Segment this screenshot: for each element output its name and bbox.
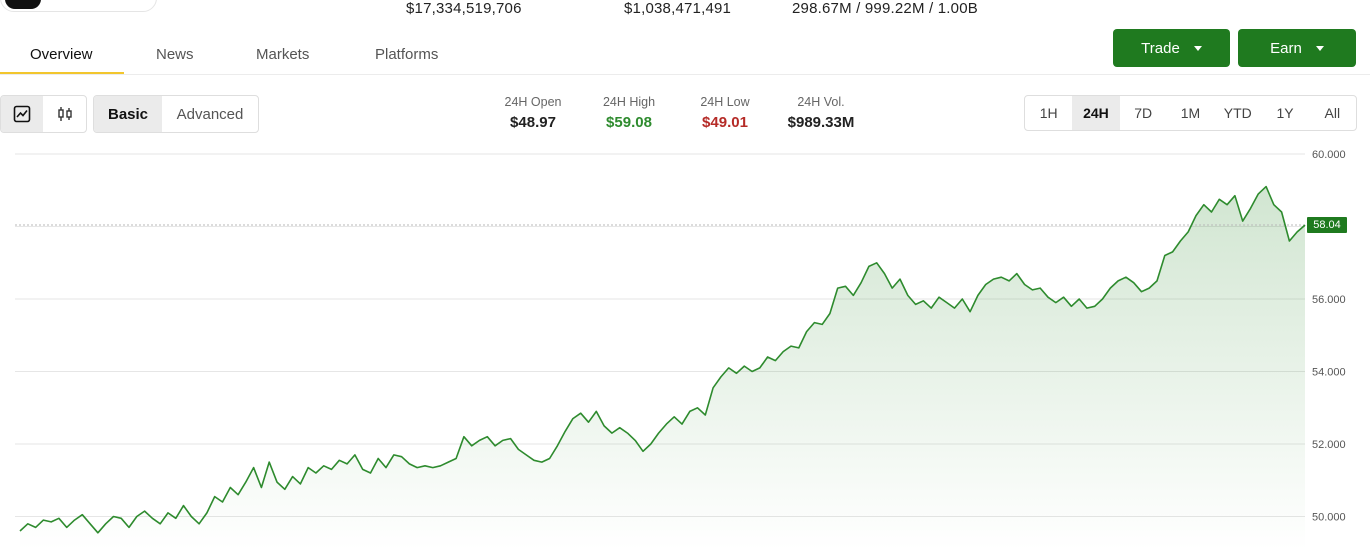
chart-type-toggle (0, 95, 87, 133)
range-7d-button[interactable]: 7D (1134, 105, 1153, 121)
earn-button[interactable]: Earn (1238, 29, 1356, 67)
trade-button[interactable]: Trade (1113, 29, 1230, 67)
range-1m-button[interactable]: 1M (1180, 105, 1201, 121)
tab-news[interactable]: News (156, 46, 194, 63)
y-tick-label: 52.000 (1312, 439, 1346, 451)
tabs-divider (0, 74, 1370, 75)
asset-logo-chip (0, 0, 157, 12)
stat-24h-high: 24H High $59.08 (590, 95, 668, 131)
volume-value: $1,038,471,491 (624, 0, 732, 17)
line-chart-icon[interactable] (1, 96, 43, 132)
earn-button-label: Earn (1270, 39, 1302, 57)
tab-markets[interactable]: Markets (256, 46, 310, 63)
current-price-tag: 58.04 (1307, 217, 1347, 233)
y-tick-label: 60.000 (1312, 149, 1346, 161)
price-line (19, 185, 1306, 534)
range-all-button[interactable]: All (1324, 105, 1341, 121)
stat-label: 24H Open (504, 95, 562, 109)
trade-button-label: Trade (1141, 39, 1180, 57)
range-ytd-button[interactable]: YTD (1223, 105, 1252, 121)
price-area-fill (20, 186, 1305, 550)
y-tick-label: 56.000 (1312, 294, 1346, 306)
stat-24h-open: 24H Open $48.97 (494, 95, 572, 131)
candlestick-icon[interactable] (43, 96, 86, 132)
market-cap-value: $17,334,519,706 (406, 0, 522, 17)
y-tick-label: 50.000 (1312, 512, 1346, 524)
mode-advanced-button[interactable]: Advanced (176, 105, 244, 123)
active-tab-underline (0, 72, 124, 74)
range-1h-button[interactable]: 1H (1039, 105, 1058, 121)
stat-24h-volume: 24H Vol. $989.33M (776, 95, 866, 131)
stat-value: $59.08 (606, 114, 652, 131)
time-range-selector: 1H 24H 7D 1M YTD 1Y All (1024, 95, 1357, 131)
stat-value: $989.33M (787, 114, 855, 131)
asset-logo-icon (5, 0, 41, 9)
stat-label: 24H Low (700, 95, 750, 109)
chevron-down-icon (1315, 45, 1324, 51)
mode-basic-button[interactable]: Basic (94, 96, 162, 132)
stat-label: 24H High (602, 95, 656, 109)
range-1y-button[interactable]: 1Y (1276, 105, 1294, 121)
stat-value: $49.01 (702, 114, 748, 131)
stat-24h-low: 24H Low $49.01 (686, 95, 764, 131)
chevron-down-icon (1193, 45, 1202, 51)
tab-platforms[interactable]: Platforms (375, 46, 439, 63)
tab-overview[interactable]: Overview (30, 46, 93, 63)
y-tick-label: 54.000 (1312, 367, 1346, 379)
stat-label: 24H Vol. (797, 95, 845, 109)
stat-value: $48.97 (510, 114, 556, 131)
range-24h-button[interactable]: 24H (1072, 96, 1120, 130)
supply-value: 298.67M / 999.22M / 1.00B (792, 0, 978, 17)
chart-mode-toggle: Basic Advanced (93, 95, 259, 133)
